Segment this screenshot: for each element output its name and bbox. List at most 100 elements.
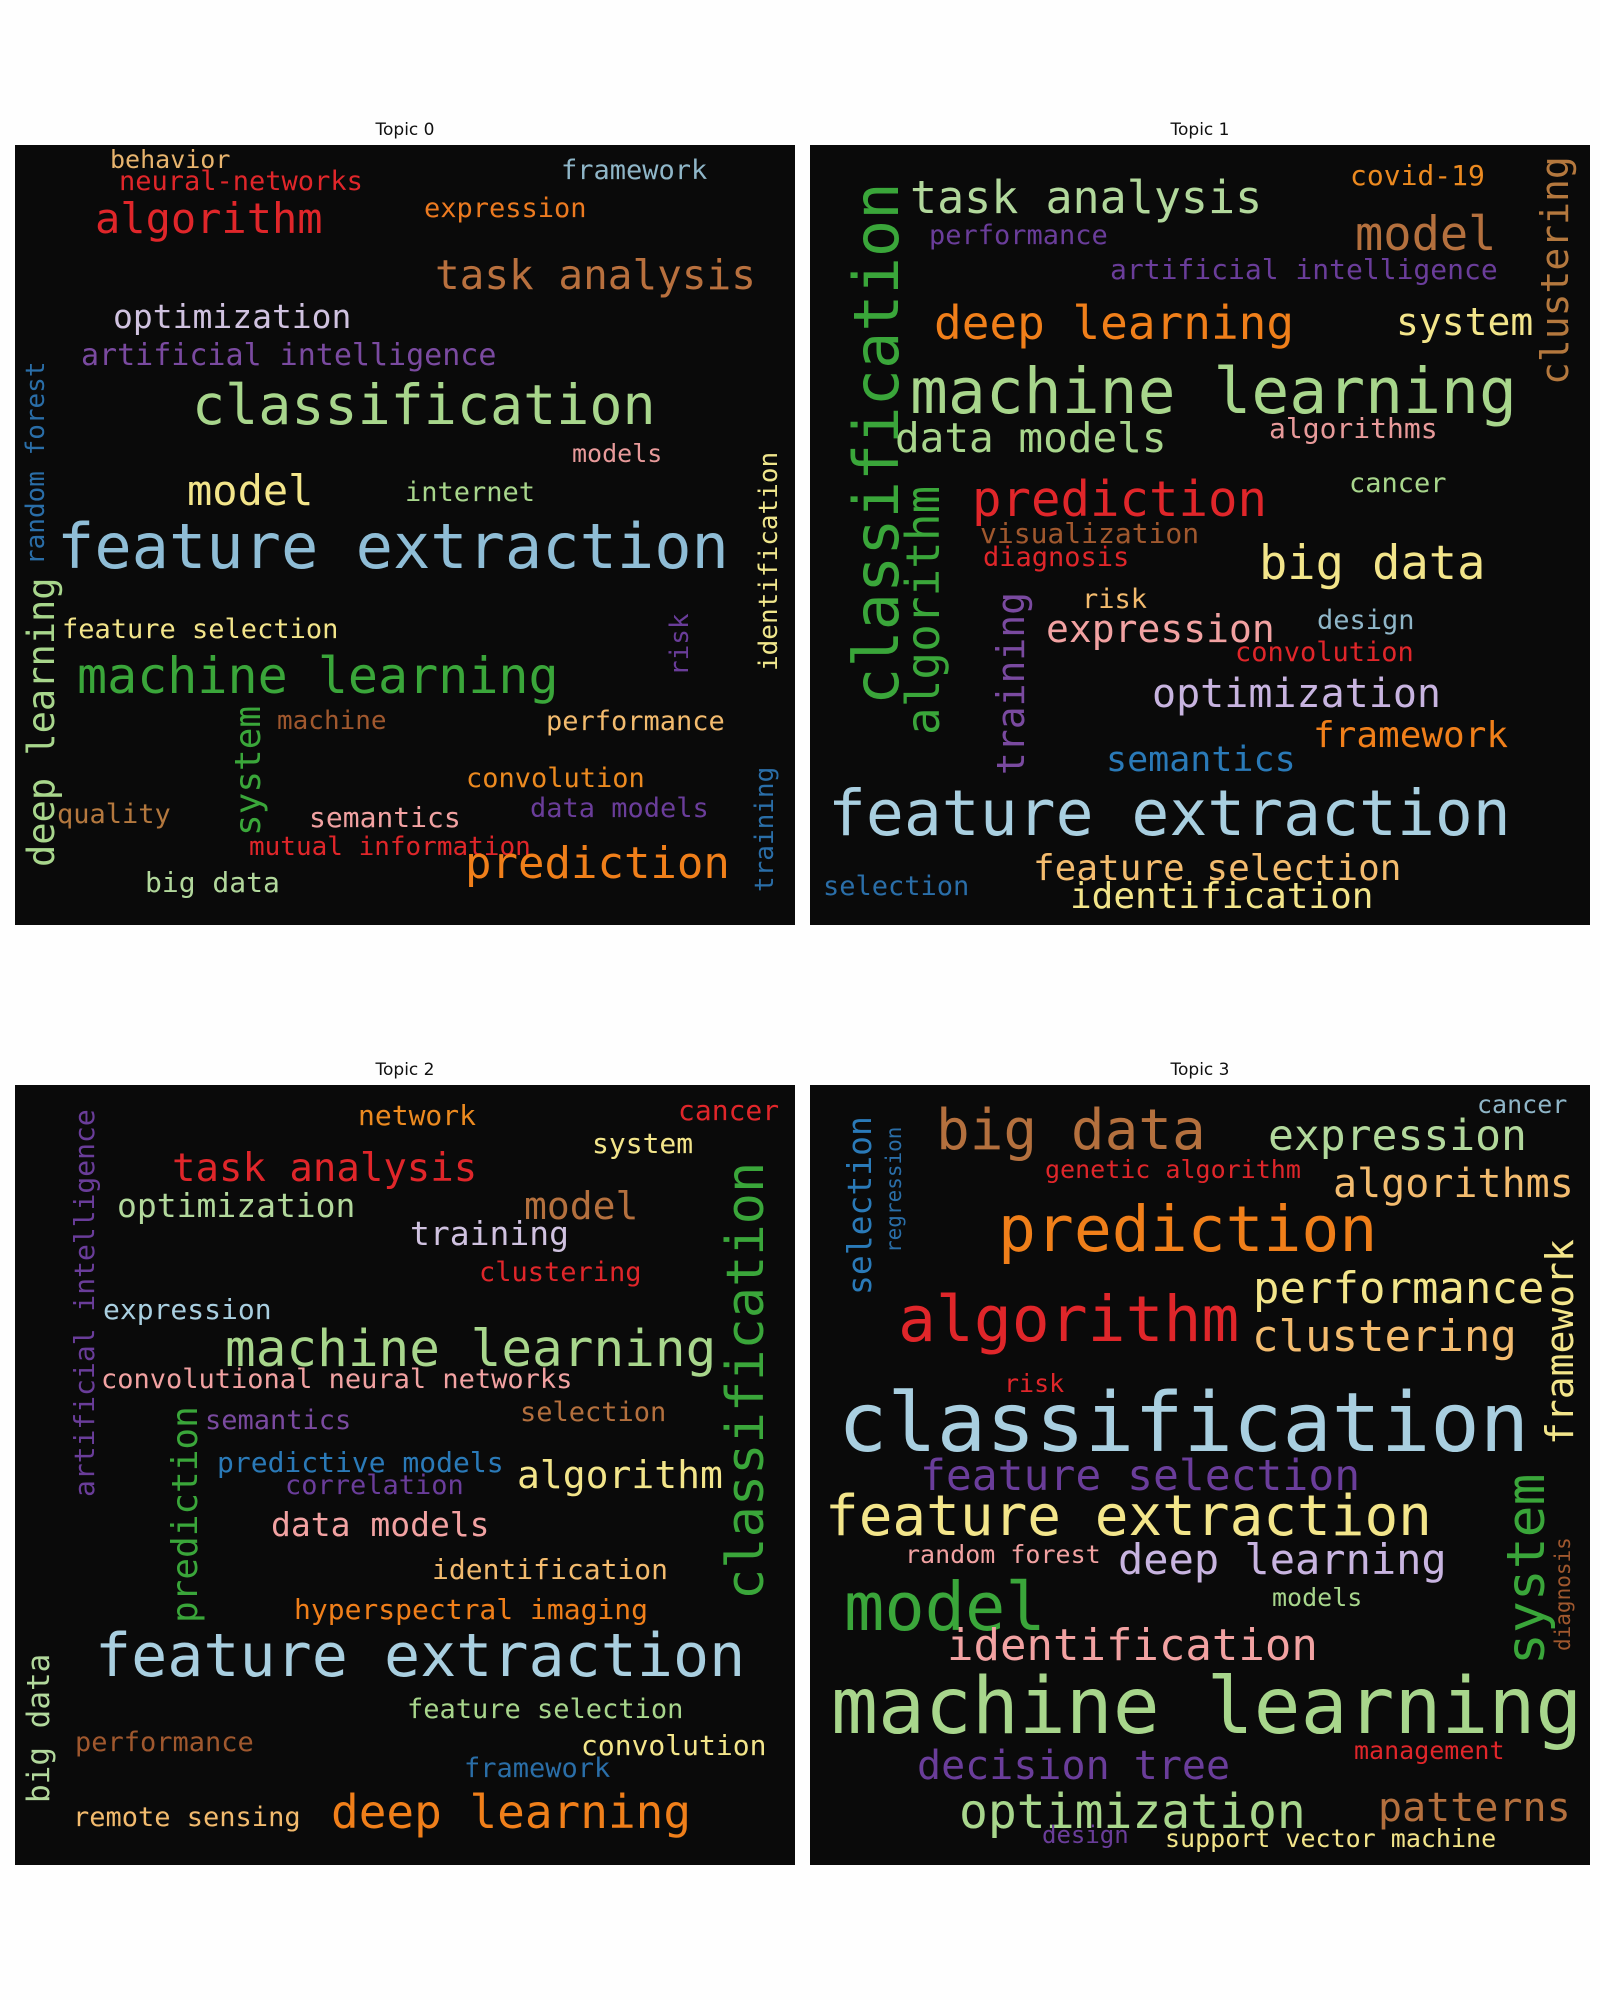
cloud-word: correlation (285, 1470, 464, 1501)
cloud-word: hyperspectral imaging (294, 1593, 649, 1626)
cloud-word: data models (895, 414, 1167, 462)
topic-3-wordcloud: selection regression big data expression… (810, 1085, 1590, 1865)
cloud-word: semantics (205, 1405, 352, 1436)
cloud-word: big data (145, 866, 280, 899)
cloud-word: performance (929, 220, 1108, 251)
cloud-word: network (358, 1099, 477, 1132)
cloud-word: algorithm (898, 1283, 1240, 1356)
cloud-word: identification (947, 1620, 1318, 1671)
cloud-word: model (524, 1184, 639, 1228)
cloud-word: machine learning (910, 355, 1517, 428)
cloud-word: framework (561, 155, 708, 186)
cloud-word: regression (882, 1126, 906, 1253)
cloud-word: semantics (309, 801, 461, 834)
cloud-word: clustering (1252, 1311, 1517, 1362)
cloud-word: framework (1313, 715, 1509, 756)
topic-1-title: Topic 1 (1170, 120, 1230, 140)
cloud-word: data models (530, 793, 709, 824)
cloud-word: classification (192, 373, 656, 437)
cloud-word: convolution (581, 1729, 767, 1762)
cloud-word: convolution (1235, 637, 1414, 668)
cloud-word: expression (424, 193, 587, 224)
cloud-word: diagnosis (983, 542, 1130, 573)
topic-3-title: Topic 3 (1170, 1060, 1230, 1080)
cloud-word: feature selection (920, 1451, 1361, 1501)
cloud-word: cancer (1477, 1090, 1568, 1119)
cloud-word: machine learning (225, 1320, 717, 1379)
cloud-word: classification (838, 1376, 1530, 1471)
cloud-word: feature extraction (57, 510, 729, 583)
cloud-word: machine learning (831, 1662, 1583, 1752)
topic-1-wordcloud: task analysis covid-19 clustering perfor… (810, 145, 1590, 925)
cloud-word: task analysis (910, 171, 1263, 224)
cloud-word: feature extraction (825, 1484, 1432, 1549)
cloud-word: expression (103, 1293, 272, 1326)
cloud-word: deep learning (1118, 1535, 1447, 1584)
cloud-word: convolution (466, 763, 645, 794)
cloud-word: semantics (1106, 740, 1296, 780)
cloud-word: feature extraction (95, 1621, 746, 1691)
cloud-word: optimization (1152, 671, 1441, 717)
cloud-word: random forest (905, 1540, 1101, 1569)
cloud-word: performance (75, 1727, 254, 1758)
cloud-word: mutual information (249, 832, 531, 862)
cloud-word: remote sensing (73, 1802, 301, 1833)
cloud-word: training (750, 766, 780, 892)
cloud-word: deep learning (331, 1785, 692, 1839)
cloud-word: neural-networks (119, 166, 363, 197)
cloud-word: deep learning (934, 296, 1295, 350)
topic-0-wordcloud: behavior neural-networks framework algor… (15, 145, 795, 925)
cloud-word: behavior (110, 145, 231, 174)
cloud-word: identification (432, 1553, 669, 1586)
cloud-word: covid-19 (1350, 159, 1485, 192)
cloud-word: machine learning (77, 647, 559, 705)
cloud-word: system (228, 705, 269, 836)
cloud-word: convolutional neural networks (101, 1364, 573, 1395)
cloud-word: risk (665, 613, 695, 676)
topic-2-wordcloud: network cancer system artificial intelli… (15, 1085, 795, 1865)
cloud-word: diagnosis (1551, 1537, 1575, 1651)
cloud-word: support vector machine (1165, 1824, 1497, 1853)
cloud-word: genetic algorithm (1045, 1155, 1301, 1184)
cloud-word: identification (1070, 876, 1374, 917)
cloud-word: artificial intelligence (68, 1109, 101, 1497)
cloud-word: model (187, 466, 314, 515)
cloud-word: prediction (465, 838, 730, 889)
cloud-word: performance (546, 706, 725, 737)
cloud-word: optimization (117, 1186, 356, 1225)
cloud-word: framework (1538, 1239, 1582, 1445)
cloud-word: selection (840, 1116, 879, 1295)
cloud-word: algorithm (896, 485, 950, 735)
cloud-word: feature selection (407, 1694, 684, 1725)
cloud-word: expression (1268, 1111, 1527, 1161)
cloud-word: models (1272, 1583, 1363, 1612)
cloud-word: identification (754, 451, 784, 671)
cloud-word: data models (271, 1505, 490, 1544)
cloud-word: algorithm (95, 194, 323, 243)
cloud-word: algorithms (1333, 1161, 1574, 1207)
cloud-word: quality (57, 799, 171, 830)
cloud-word: risk (1004, 1369, 1065, 1398)
cloud-word: visualization (980, 517, 1200, 550)
cloud-word: algorithm (517, 1453, 723, 1497)
cloud-word: expression (1046, 607, 1275, 651)
cloud-word: prediction (972, 471, 1268, 528)
cloud-word: selection (520, 1397, 667, 1428)
cloud-word: machine (277, 706, 387, 736)
cloud-word: cancer (678, 1094, 780, 1127)
cloud-word: design (1317, 605, 1415, 636)
cloud-word: task analysis (172, 1146, 478, 1191)
cloud-word: feature extraction (828, 777, 1511, 850)
cloud-word: big data (21, 1653, 57, 1803)
cloud-word: big data (936, 1098, 1206, 1163)
cloud-word: feature selection (1033, 848, 1402, 889)
cloud-word: training (410, 1214, 569, 1253)
cloud-word: clustering (479, 1257, 642, 1288)
cloud-word: prediction (165, 1406, 206, 1623)
cloud-word: management (1354, 1736, 1505, 1765)
cloud-word: internet (405, 477, 536, 508)
topic-0-title: Topic 0 (375, 120, 435, 140)
cloud-word: models (572, 439, 663, 468)
cloud-word: risk (1082, 584, 1148, 615)
cloud-word: random forest (21, 361, 51, 566)
